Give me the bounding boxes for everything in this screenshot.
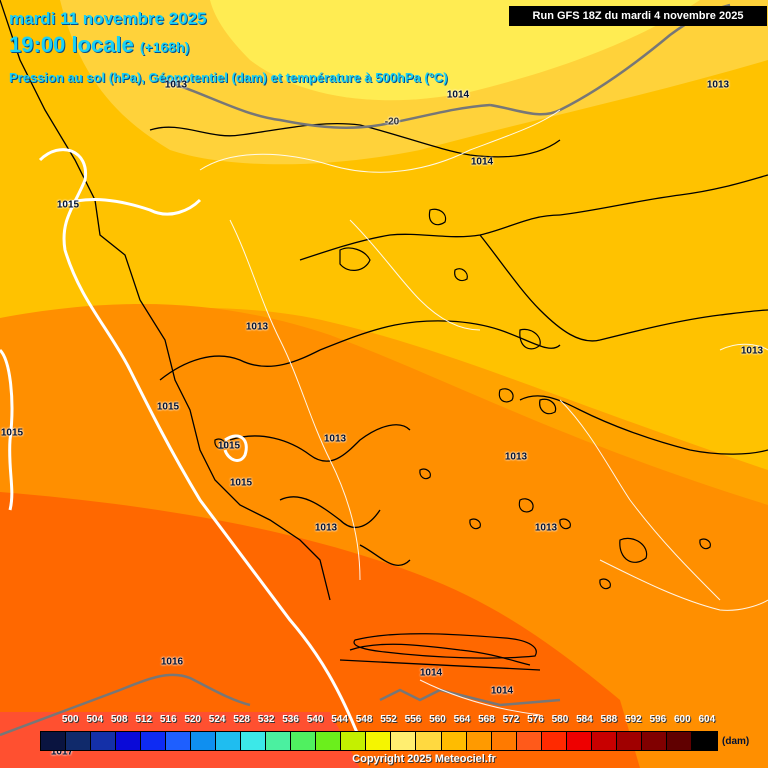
legend-value: 512 [135,714,153,725]
legend-value: 568 [478,714,495,725]
isobar-label: 1015 [0,427,24,439]
legend-value: 508 [110,714,128,725]
legend-value: 560 [429,714,446,725]
legend-swatch [666,732,692,750]
legend-value: 552 [380,714,397,725]
legend-swatch [316,732,342,750]
isobar-label: 1015 [217,440,241,452]
legend-value: 584 [576,714,593,725]
legend-value: 580 [551,714,569,725]
isobar-label: 1014 [470,156,494,168]
legend-swatch [466,732,492,750]
legend-value: 504 [86,714,104,725]
isobar-label: 1015 [56,199,80,211]
isobar-label: 1016 [160,656,184,668]
lead-time: (+168h) [139,39,190,55]
forecast-time: 19:00 locale (+168h) [9,32,189,58]
legend-swatch [216,732,242,750]
legend-value: 588 [600,714,618,725]
legend-swatch [41,732,67,750]
legend-swatch [191,732,217,750]
legend-swatch [66,732,92,750]
legend-swatch [491,732,517,750]
legend-swatch [416,732,442,750]
legend-value: 564 [453,714,471,725]
legend-value: 556 [404,714,422,725]
copyright-notice: Copyright 2025 Meteociel.fr [352,753,496,765]
legend-value: 592 [625,714,642,725]
legend-swatch [441,732,467,750]
isobar-label: 1013 [740,345,764,357]
legend-value: 600 [674,714,691,725]
islands [214,208,711,659]
legend-swatch [241,732,267,750]
legend-swatch [166,732,192,750]
legend-value: 576 [527,714,544,725]
map-subtitle: Pression au sol (hPa), Géopotentiel (dam… [9,70,448,85]
legend-swatch [566,732,592,750]
legend-value: 536 [282,714,299,725]
legend-value: 540 [306,714,324,725]
legend-swatch [291,732,317,750]
isobar-label: 1013 [706,79,730,91]
legend-value: 572 [502,714,520,725]
isobar-label: 1014 [446,89,470,101]
legend-swatch [91,732,117,750]
legend-value: 604 [698,714,716,725]
legend-value: 596 [649,714,667,725]
legend-swatch [616,732,642,750]
legend-value: 516 [159,714,177,725]
legend-swatch [641,732,667,750]
forecast-date: mardi 11 novembre 2025 [9,9,207,28]
isobar-label: 1017 [50,746,74,758]
isobar-label: 1013 [534,522,558,534]
borders [0,3,731,737]
isobar-label: 1015 [156,401,180,413]
legend-value: 528 [233,714,250,725]
isobar-label: 1014 [419,667,443,679]
legend-swatch [691,732,717,750]
legend-swatch [516,732,542,750]
legend-value: 500 [61,714,79,725]
legend-swatch [266,732,292,750]
legend-swatch [591,732,617,750]
legend-values: 500 504 508 512 516 520 524 528 532 536 540 544 548 5… [58,714,719,727]
isobar-label: 1013 [164,79,188,91]
legend-swatch [141,732,167,750]
isobar-label: 1014 [490,685,514,697]
isobar-label: 1013 [245,321,269,333]
isobar-label: 1013 [314,522,338,534]
legend-swatch [116,732,142,750]
forecast-time-value: 19:00 locale [9,32,134,57]
legend-unit: (dam) [722,736,750,747]
legend-value: 520 [184,714,201,725]
isobars [0,148,362,741]
isobar-label: 1015 [229,477,253,489]
legend-swatch [341,732,367,750]
isobar-label: 1013 [323,433,347,445]
legend-value: 532 [257,714,275,725]
legend-swatch [391,732,417,750]
isobar-label: 1013 [504,451,528,463]
isotherm-label: -20 [384,116,400,128]
legend-swatch [366,732,392,750]
isotherms [199,109,768,716]
legend-value: 524 [208,714,226,725]
legend-swatch [541,732,567,750]
legend-swatches [40,731,718,751]
run-info-badge: Run GFS 18Z du mardi 4 novembre 2025 [509,6,767,26]
legend-value: 548 [355,714,373,725]
legend-value: 544 [331,714,348,725]
